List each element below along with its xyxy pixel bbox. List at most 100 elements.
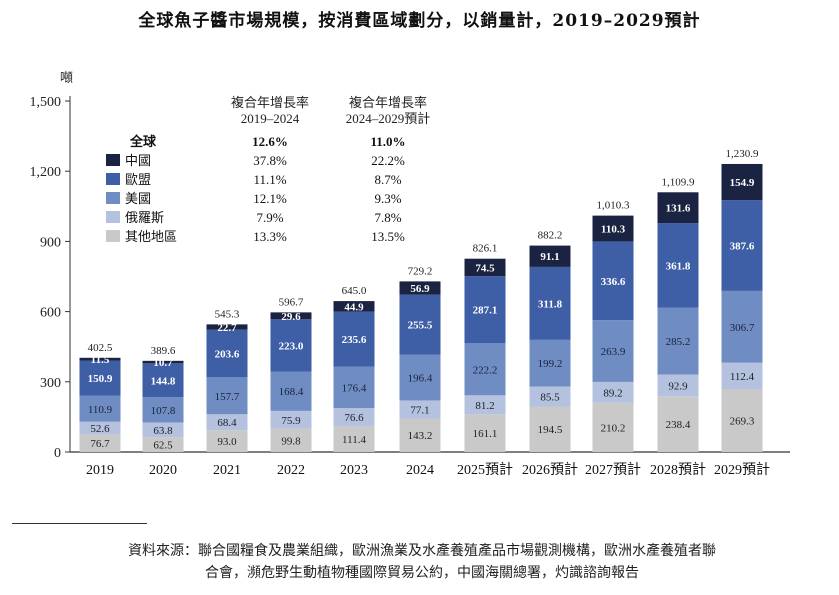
y-tick-label: 300	[40, 376, 61, 391]
bar-value-label: 10.7	[153, 357, 173, 369]
bar-total-label: 1,230.9	[726, 148, 760, 160]
bar-segment	[206, 324, 248, 330]
bar-value-label: 63.8	[153, 425, 173, 437]
bar-segment	[592, 402, 634, 452]
bar-value-label: 222.2	[473, 364, 498, 376]
bar-segment	[142, 422, 184, 438]
bar-value-label: 91.1	[540, 251, 559, 263]
bar-total-label: 645.0	[342, 285, 367, 297]
bar-value-label: 144.8	[151, 375, 176, 387]
legend-cagr-2019-2024: 37.8%	[253, 153, 287, 168]
bar-segment	[399, 354, 441, 401]
legend-label: 其他地區	[125, 229, 177, 244]
bar-value-label: 77.1	[410, 404, 429, 416]
bar-segment	[721, 200, 763, 291]
bar-segment	[142, 397, 184, 423]
bar-total-label: 545.3	[215, 308, 240, 320]
bar-value-label: 76.7	[90, 438, 110, 450]
bar-value-label: 52.6	[90, 423, 110, 435]
chart-title: 全球魚子醬市場規模，按消費區域劃分，以銷量計，2019–2029預計	[138, 11, 701, 31]
bar-segment	[464, 258, 506, 277]
bar-value-label: 306.7	[730, 322, 755, 334]
bar-value-label: 387.6	[730, 241, 755, 253]
source-divider	[12, 523, 147, 524]
bar-total-label: 1,010.3	[597, 200, 631, 212]
bar-segment	[333, 425, 375, 452]
x-tick-label: 2020	[149, 463, 177, 478]
bar-segment	[464, 276, 506, 344]
bar-segment	[206, 377, 248, 415]
bar-segment	[333, 301, 375, 312]
bar-segment	[206, 414, 248, 431]
bar-total-label: 402.5	[88, 342, 113, 354]
bar-segment	[592, 215, 634, 242]
legend-swatch	[106, 173, 120, 185]
bar-segment	[79, 357, 121, 361]
bar-segment	[464, 414, 506, 452]
bar-segment	[79, 395, 121, 422]
bar-value-label: 68.4	[217, 417, 237, 429]
bar-value-label: 107.8	[151, 405, 176, 417]
bar-value-label: 194.5	[538, 424, 563, 436]
bar-value-label: 110.3	[601, 224, 626, 236]
legend-label: 全球	[129, 134, 157, 149]
bar-total-label: 882.2	[538, 230, 563, 242]
bar-segment	[270, 319, 312, 372]
bar-segment	[399, 294, 441, 355]
bar-segment	[657, 396, 699, 452]
y-tick-label: 600	[40, 306, 61, 321]
bar-segment	[529, 245, 571, 267]
legend-cagr-2019-2024: 12.6%	[252, 134, 288, 149]
bar-segment	[721, 362, 763, 389]
bar-segment	[592, 241, 634, 321]
y-tick-label: 900	[40, 235, 61, 250]
source-note: 資料來源：聯合國糧食及農業組織，歐洲漁業及水產養殖產品市場觀測機構，歐洲水產養殖…	[12, 540, 832, 584]
legend-swatch	[106, 154, 120, 166]
y-tick-label: 1,200	[30, 165, 62, 180]
bar-segment	[270, 371, 312, 411]
bar-segment	[270, 428, 312, 452]
stacked-bar-chart: 噸 0 300 600 900 1,200 1,500 76.7 52.6 110.9 150.9 1…	[30, 70, 790, 478]
bar-value-label: 238.4	[666, 419, 691, 431]
legend-cagr-2024-2029: 7.8%	[374, 210, 401, 225]
legend-cagr-2019-2024: 13.3%	[253, 229, 287, 244]
bar-total-label: 389.6	[151, 345, 176, 357]
bar-value-label: 74.5	[475, 262, 495, 274]
bar-value-label: 196.4	[408, 372, 433, 384]
bar-value-label: 210.2	[601, 422, 626, 434]
bar-value-label: 269.3	[730, 415, 755, 427]
bar-value-label: 336.6	[601, 276, 626, 288]
source-line-2: 合會，瀕危野生動植物種國際貿易公約，中國海關總署，灼識諮詢報告	[205, 565, 639, 581]
bar-segment	[79, 434, 121, 452]
bar-value-label: 44.9	[344, 301, 364, 313]
y-tick-label: 0	[54, 446, 61, 461]
legend-swatch	[106, 211, 120, 223]
bar-segment	[529, 386, 571, 407]
bar-value-label: 92.9	[668, 380, 688, 392]
bar-value-label: 150.9	[88, 373, 113, 385]
x-tick-label: 2026預計	[522, 462, 578, 478]
x-tick-label: 2022	[277, 463, 305, 478]
bar-segment	[142, 363, 184, 398]
bar-value-label: 311.8	[538, 298, 563, 310]
bar-value-label: 99.8	[281, 435, 301, 447]
bar-value-label: 56.9	[410, 283, 430, 295]
legend-label: 美國	[125, 191, 151, 206]
bar-segment	[142, 360, 184, 364]
bar-segment	[657, 374, 699, 397]
bar-segment	[270, 410, 312, 429]
bar-segment	[721, 388, 763, 452]
bar-value-label: 255.5	[408, 320, 433, 332]
x-tick-label: 2019	[86, 463, 114, 478]
bar-value-label: 111.4	[342, 434, 366, 446]
bar-total-label: 826.1	[473, 243, 498, 255]
legend-label: 俄羅斯	[125, 210, 164, 225]
legend-swatch	[106, 192, 120, 204]
bar-segment	[657, 192, 699, 224]
bar-value-label: 89.2	[603, 387, 622, 399]
x-tick-label: 2028預計	[650, 462, 706, 478]
bar-segment	[79, 360, 121, 396]
bar-value-label: 168.4	[279, 386, 304, 398]
bar-segment	[529, 266, 571, 340]
